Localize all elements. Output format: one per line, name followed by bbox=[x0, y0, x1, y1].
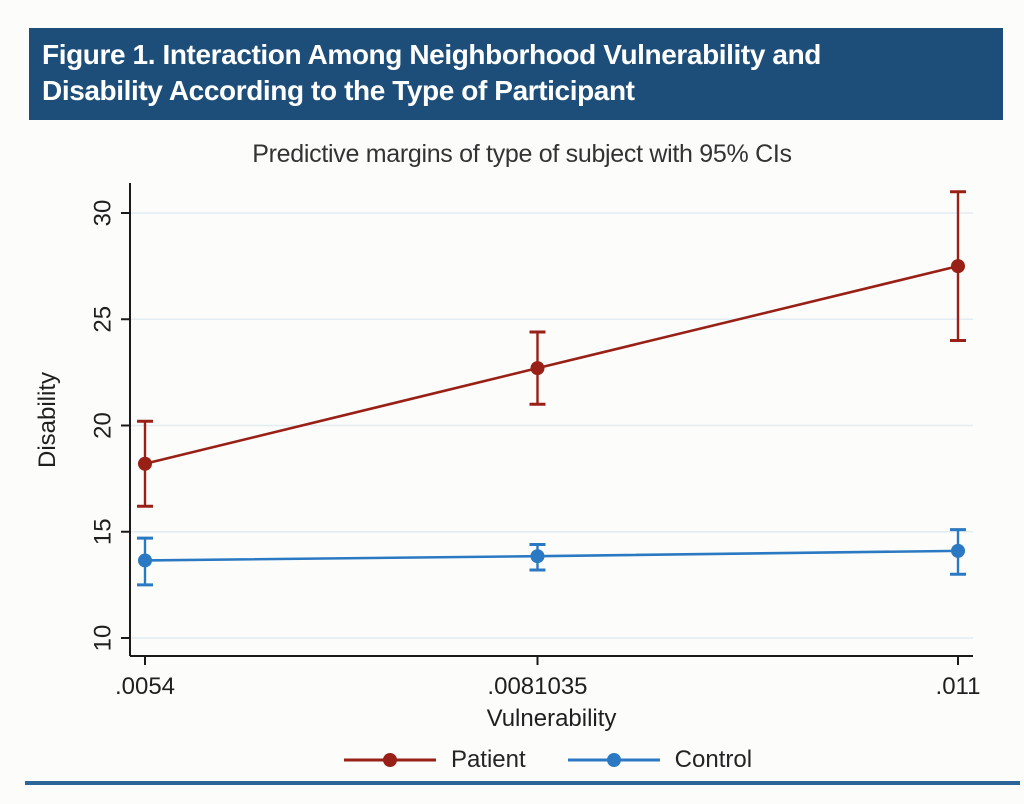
figure-title-banner: Figure 1. Interaction Among Neighborhood… bbox=[29, 28, 1003, 120]
series-line-patient bbox=[144, 264, 959, 466]
data-point-control bbox=[530, 549, 545, 564]
series-line-control bbox=[144, 549, 959, 562]
legend-item-control: Control bbox=[567, 746, 753, 774]
bottom-rule bbox=[25, 781, 1020, 785]
data-point-control bbox=[951, 543, 965, 558]
legend-label: Patient bbox=[450, 746, 526, 773]
x-tick-label: .0081035 bbox=[487, 673, 587, 700]
x-axis-title: Vulnerability bbox=[486, 705, 617, 732]
figure-title-line-2: Disability According to the Type of Part… bbox=[42, 75, 635, 106]
legend: Patient Control bbox=[72, 744, 1024, 776]
legend-item-patient: Patient bbox=[343, 746, 526, 774]
y-tick-label: 15 bbox=[90, 518, 117, 545]
data-point-patient bbox=[138, 456, 152, 471]
data-point-patient bbox=[951, 259, 965, 274]
y-tick-label: 30 bbox=[90, 200, 117, 227]
data-point-patient bbox=[530, 361, 545, 376]
x-tick-label: .011 bbox=[936, 673, 981, 700]
legend-label: Control bbox=[674, 746, 753, 773]
figure-title-line-1: Figure 1. Interaction Among Neighborhood… bbox=[42, 39, 821, 70]
y-tick-label: 20 bbox=[90, 412, 117, 439]
y-tick-label: 25 bbox=[90, 306, 117, 333]
chart-subtitle: Predictive margins of type of subject wi… bbox=[252, 140, 792, 168]
legend-marker-icon bbox=[343, 753, 436, 767]
x-tick-label: .0054 bbox=[115, 673, 175, 700]
data-point-control bbox=[138, 553, 152, 568]
legend-marker-icon bbox=[567, 753, 660, 767]
y-tick-label: 10 bbox=[90, 625, 117, 652]
